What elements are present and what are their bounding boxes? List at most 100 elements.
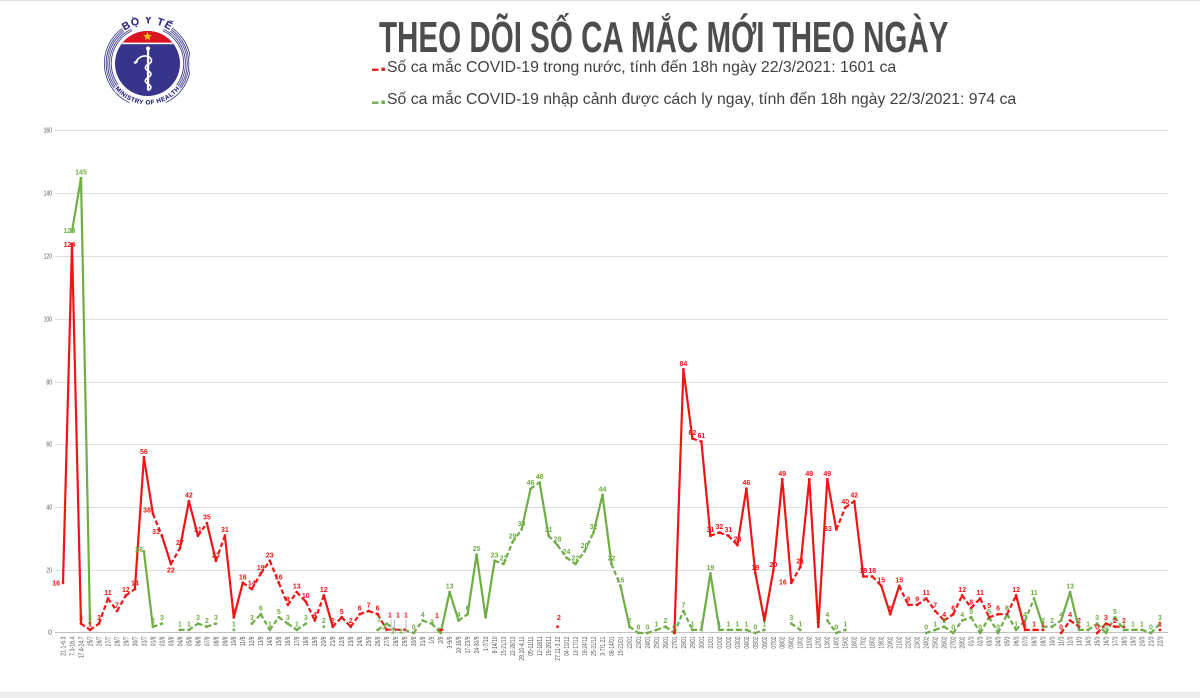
svg-text:0: 0 — [951, 625, 955, 632]
svg-text:0: 0 — [996, 625, 1000, 632]
svg-text:13-17/12: 13-17/12 — [573, 636, 580, 655]
svg-text:22/01: 22/01 — [627, 636, 634, 648]
svg-text:2/9: 2/9 — [438, 636, 445, 643]
svg-text:0: 0 — [412, 625, 416, 632]
svg-text:3-7/1.21: 3-7/1.21 — [600, 636, 607, 655]
svg-text:5: 5 — [277, 609, 281, 616]
svg-text:1: 1 — [744, 621, 748, 628]
svg-text:28/01: 28/01 — [681, 636, 688, 648]
svg-text:60: 60 — [46, 442, 52, 449]
svg-text:16: 16 — [275, 574, 283, 581]
svg-text:25/02: 25/02 — [933, 636, 940, 648]
svg-text:4: 4 — [1023, 612, 1027, 619]
svg-text:31/7: 31/7 — [141, 636, 148, 646]
svg-text:22/8: 22/8 — [339, 636, 346, 646]
svg-text:22-28/10: 22-28/10 — [510, 636, 517, 655]
svg-text:7.3-16.4: 7.3-16.4 — [69, 636, 76, 655]
svg-text:29/01: 29/01 — [690, 636, 697, 648]
svg-text:19/3: 19/3 — [1130, 636, 1137, 646]
svg-text:1: 1 — [717, 621, 721, 628]
svg-text:13/8: 13/8 — [258, 636, 265, 646]
svg-text:15/8: 15/8 — [276, 636, 283, 646]
svg-text:46: 46 — [527, 480, 535, 487]
svg-text:2: 2 — [1077, 618, 1081, 625]
svg-text:1: 1 — [655, 621, 659, 628]
svg-text:28/7: 28/7 — [114, 636, 121, 646]
svg-text:30/01: 30/01 — [699, 636, 706, 648]
svg-text:18: 18 — [868, 568, 876, 575]
svg-text:22: 22 — [167, 568, 175, 575]
svg-text:1: 1 — [726, 621, 730, 628]
svg-text:11/3: 11/3 — [1059, 636, 1066, 646]
svg-text:13/3: 13/3 — [1077, 636, 1084, 646]
svg-text:12/3: 12/3 — [1068, 636, 1075, 646]
svg-text:4: 4 — [762, 612, 766, 619]
svg-text:9: 9 — [915, 596, 919, 603]
svg-text:21/3: 21/3 — [1148, 636, 1155, 646]
svg-text:1: 1 — [699, 621, 703, 628]
svg-text:1: 1 — [762, 621, 766, 628]
svg-text:1: 1 — [232, 621, 236, 628]
svg-text:09/8: 09/8 — [222, 636, 229, 646]
svg-text:24: 24 — [563, 549, 571, 556]
svg-text:14: 14 — [131, 581, 139, 588]
svg-text:15-21/10: 15-21/10 — [501, 636, 508, 655]
svg-text:24/02: 24/02 — [924, 636, 931, 648]
svg-text:08-14/01: 08-14/01 — [609, 636, 616, 655]
svg-text:18: 18 — [859, 568, 867, 575]
svg-text:2: 2 — [1122, 618, 1126, 625]
svg-text:21/8: 21/8 — [330, 636, 337, 646]
svg-text:4: 4 — [1068, 612, 1072, 619]
svg-text:07/02: 07/02 — [771, 636, 778, 648]
svg-text:24-30/9: 24-30/9 — [474, 636, 481, 653]
svg-text:22: 22 — [572, 556, 580, 563]
svg-text:21/02: 21/02 — [897, 636, 904, 648]
svg-text:38: 38 — [143, 507, 151, 514]
svg-text:01/02: 01/02 — [717, 636, 724, 648]
svg-text:31/8: 31/8 — [420, 636, 427, 646]
svg-text:13: 13 — [446, 584, 454, 591]
svg-text:4: 4 — [825, 612, 829, 619]
svg-text:1: 1 — [88, 621, 92, 628]
svg-text:3: 3 — [1095, 615, 1099, 622]
svg-text:31: 31 — [707, 527, 715, 534]
svg-text:2: 2 — [205, 618, 209, 625]
svg-text:13: 13 — [1066, 584, 1074, 591]
svg-text:5: 5 — [987, 609, 991, 616]
svg-text:08/3: 08/3 — [1032, 636, 1039, 646]
svg-text:27: 27 — [176, 540, 184, 547]
svg-text:124: 124 — [64, 242, 76, 249]
svg-text:26: 26 — [581, 543, 589, 550]
svg-text:6: 6 — [376, 606, 380, 613]
svg-text:23: 23 — [266, 552, 274, 559]
svg-text:2: 2 — [349, 618, 353, 625]
svg-text:8: 8 — [969, 599, 973, 606]
svg-text:19: 19 — [752, 565, 760, 572]
svg-text:145: 145 — [75, 170, 87, 177]
svg-text:1: 1 — [187, 621, 191, 628]
svg-text:40: 40 — [841, 499, 849, 506]
svg-text:16: 16 — [239, 574, 247, 581]
svg-text:140: 140 — [44, 191, 52, 198]
svg-text:25/7: 25/7 — [87, 636, 94, 646]
svg-text:14/02: 14/02 — [834, 636, 841, 648]
svg-text:32: 32 — [590, 524, 598, 531]
svg-text:1: 1 — [933, 621, 937, 628]
svg-text:13/02: 13/02 — [825, 636, 832, 648]
svg-text:11/8: 11/8 — [240, 636, 247, 646]
svg-text:25/8: 25/8 — [366, 636, 373, 646]
svg-text:33: 33 — [824, 526, 832, 533]
svg-text:28/02: 28/02 — [960, 636, 967, 648]
svg-text:3: 3 — [88, 615, 92, 622]
svg-text:08/02: 08/02 — [780, 636, 787, 648]
svg-text:9: 9 — [286, 596, 290, 603]
svg-text:23/01: 23/01 — [636, 636, 643, 648]
svg-text:15: 15 — [877, 577, 885, 584]
svg-text:29/7: 29/7 — [123, 636, 130, 646]
svg-text:6: 6 — [1005, 606, 1009, 613]
svg-text:16/8: 16/8 — [285, 636, 292, 646]
svg-text:0: 0 — [672, 625, 676, 632]
svg-text:15/02: 15/02 — [843, 636, 850, 648]
svg-text:1: 1 — [843, 621, 847, 628]
svg-text:1: 1 — [178, 621, 182, 628]
